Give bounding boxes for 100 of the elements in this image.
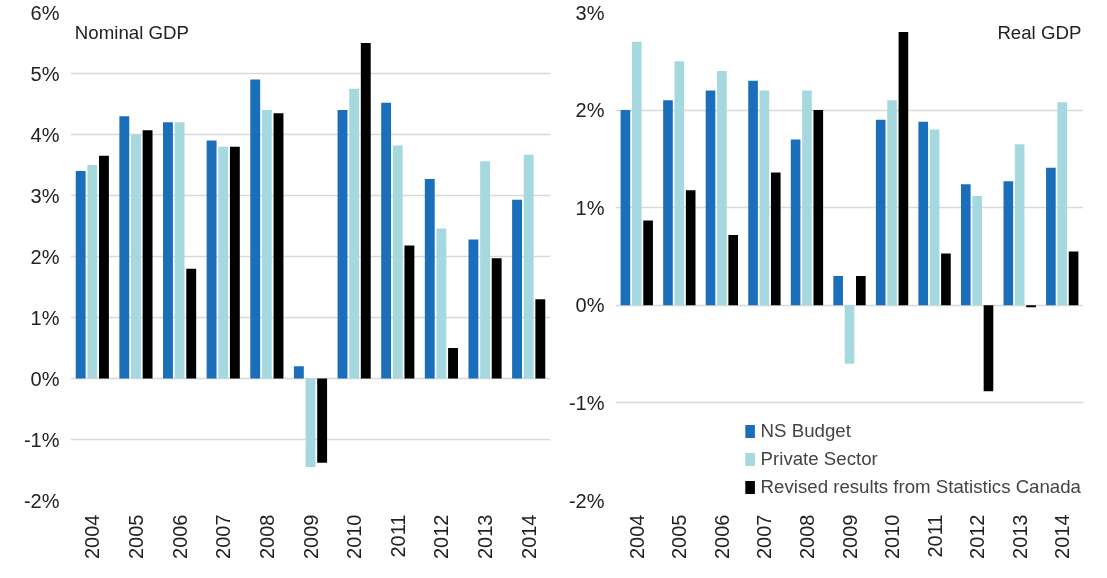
x-tick-label: 2009 <box>838 514 861 559</box>
bar <box>674 61 685 306</box>
bar <box>918 121 929 306</box>
bar <box>480 161 490 379</box>
bar <box>424 179 435 379</box>
y-tick-label: 0% <box>30 367 60 390</box>
bar <box>491 258 502 379</box>
x-tick-label: 2010 <box>881 514 904 559</box>
bar <box>1068 251 1079 306</box>
bar <box>206 140 217 379</box>
bar <box>261 110 272 379</box>
bar <box>1003 181 1014 306</box>
bar <box>468 239 479 379</box>
bar <box>643 220 653 306</box>
y-tick-label: 4% <box>30 123 60 146</box>
y-tick-label: 5% <box>30 62 60 85</box>
bar <box>381 102 392 379</box>
bar <box>1014 144 1025 306</box>
x-tick-label: 2014 <box>1051 514 1074 559</box>
x-tick-label: 2012 <box>430 514 453 559</box>
bar <box>512 199 522 379</box>
bar <box>983 305 994 392</box>
bar <box>305 378 316 467</box>
bar <box>293 366 304 379</box>
bar <box>317 378 328 463</box>
bar <box>99 155 109 379</box>
bar <box>250 79 261 379</box>
x-tick-label: 2007 <box>753 514 776 559</box>
text: Real GDP <box>997 21 1082 43</box>
bar <box>523 154 534 379</box>
y-tick-label: -1% <box>568 391 605 414</box>
y-tick-label: 1% <box>575 196 605 219</box>
bar <box>87 165 98 379</box>
bar <box>887 100 897 306</box>
bar <box>717 71 727 306</box>
y-tick-label: 2% <box>575 99 605 122</box>
x-tick-label: 2004 <box>81 514 104 559</box>
y-tick-label: -2% <box>568 489 605 512</box>
bar <box>186 268 197 379</box>
x-tick-label: 2010 <box>343 514 366 559</box>
bar <box>75 171 86 379</box>
x-tick-label: 2006 <box>710 514 733 559</box>
bar <box>163 122 173 379</box>
x-tick-label: 2005 <box>124 514 147 559</box>
bar <box>273 113 284 379</box>
x-tick-label: 2011 <box>923 514 946 558</box>
legend-label: Revised results from Statistics Canada <box>760 476 1081 498</box>
x-tick-label: 2008 <box>795 514 818 559</box>
x-tick-label: 2006 <box>168 514 191 559</box>
y-tick-label: 6% <box>30 1 60 24</box>
bar <box>392 145 403 379</box>
bar <box>620 110 631 306</box>
bar <box>875 119 886 306</box>
y-tick-label: 0% <box>575 294 605 317</box>
bar <box>972 195 982 306</box>
x-tick-label: 2005 <box>668 514 691 559</box>
bar <box>174 122 185 379</box>
bar <box>535 299 546 379</box>
bar <box>337 110 348 379</box>
y-tick-label: 3% <box>30 184 60 207</box>
legend-label: Private Sector <box>760 448 878 470</box>
bar <box>349 88 360 379</box>
bar <box>360 43 371 379</box>
bar <box>436 228 447 379</box>
bar <box>728 235 739 306</box>
text: Nominal GDP <box>74 21 189 43</box>
bar <box>929 129 940 306</box>
bar <box>119 116 130 379</box>
bar <box>218 146 229 379</box>
bar <box>941 253 951 306</box>
bar <box>448 348 458 379</box>
x-tick-label: 2014 <box>517 514 540 559</box>
bar <box>813 110 824 306</box>
x-tick-label: 2004 <box>625 514 648 559</box>
y-tick-label: 2% <box>30 245 60 268</box>
y-tick-label: 3% <box>575 1 605 24</box>
x-tick-label: 2009 <box>299 514 322 559</box>
legend-label: NS Budget <box>760 420 851 442</box>
bar <box>1057 102 1068 306</box>
x-tick-label: 2012 <box>966 514 989 559</box>
bar <box>759 90 770 306</box>
x-tick-label: 2013 <box>474 514 497 559</box>
bar <box>856 276 866 306</box>
bar <box>898 32 909 306</box>
x-tick-label: 2011 <box>386 514 409 558</box>
bar <box>833 276 843 306</box>
bar <box>705 90 716 306</box>
bar <box>685 190 696 306</box>
x-tick-label: 2007 <box>212 514 235 559</box>
bar <box>790 139 801 306</box>
y-tick-label: -1% <box>23 428 60 451</box>
bar <box>229 146 240 379</box>
y-tick-label: 1% <box>30 306 60 329</box>
bar <box>960 184 971 306</box>
bar <box>663 100 673 306</box>
bar <box>802 90 812 306</box>
bar <box>1046 167 1056 306</box>
bar <box>142 130 153 379</box>
bar <box>631 41 642 306</box>
bar <box>770 172 781 306</box>
